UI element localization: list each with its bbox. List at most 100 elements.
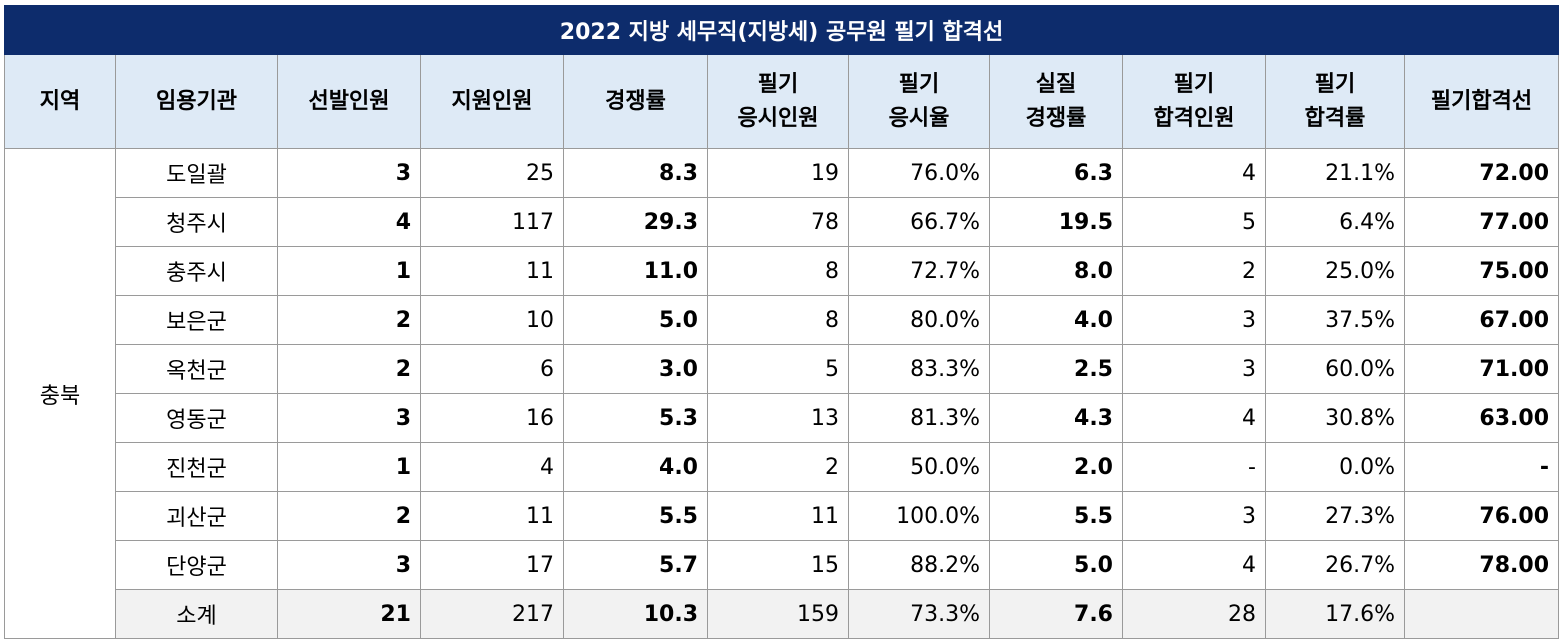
pass-line-table: 2022 지방 세무직(지방세) 공무원 필기 합격선 지역 임용기관 선발인원 지원… [3, 5, 1560, 639]
header-take-rate: 필기 응시율 [848, 54, 990, 149]
applicants-cell: 25 [420, 148, 564, 198]
selected-cell: 2 [277, 491, 421, 541]
agency-cell: 진천군 [115, 442, 278, 492]
cutoff-cell: 72.00 [1403, 148, 1560, 198]
passers-cell: 3 [1122, 295, 1266, 345]
ratio-cell: 5.0 [563, 295, 708, 345]
real-ratio-cell: 6.3 [989, 148, 1123, 198]
real-ratio-cell: 4.3 [989, 393, 1123, 443]
takers-cell: 5 [707, 344, 849, 394]
agency-cell: 도일괄 [115, 148, 278, 198]
selected-cell: 2 [277, 295, 421, 345]
ratio-cell: 29.3 [563, 197, 708, 247]
header-passers: 필기 합격인원 [1122, 54, 1266, 149]
selected-cell: 21 [277, 589, 421, 639]
table-row: 괴산군 2 11 5.5 11 100.0% 5.5 3 27.3% 76.00 [5, 491, 1560, 541]
selected-cell: 2 [277, 344, 421, 394]
takers-cell: 13 [707, 393, 849, 443]
table-row: 영동군 3 16 5.3 13 81.3% 4.3 4 30.8% 63.00 [5, 393, 1560, 443]
takers-cell: 8 [707, 295, 849, 345]
passers-cell: 2 [1122, 246, 1266, 296]
selected-cell: 1 [277, 442, 421, 492]
real-ratio-cell: 7.6 [989, 589, 1123, 639]
agency-cell: 보은군 [115, 295, 278, 345]
table-body: 충북 도일괄 3 25 8.3 19 76.0% 6.3 4 21.1% 72.00 청주시 4 117 2… [4, 148, 1560, 639]
cutoff-cell: 63.00 [1403, 393, 1560, 443]
pass-rate-cell: 17.6% [1265, 589, 1405, 639]
header-region: 지역 [4, 54, 116, 149]
table-title: 2022 지방 세무직(지방세) 공무원 필기 합격선 [3, 5, 1560, 55]
take-rate-cell: 76.0% [848, 148, 990, 198]
take-rate-cell: 88.2% [848, 540, 990, 590]
take-rate-cell: 66.7% [848, 197, 990, 247]
take-rate-cell: 83.3% [848, 344, 990, 394]
pass-rate-cell: 0.0% [1265, 442, 1405, 492]
header-cutoff: 필기합격선 [1403, 54, 1560, 149]
applicants-cell: 11 [420, 246, 564, 296]
region-cell: 충북 [4, 148, 116, 639]
take-rate-cell: 50.0% [848, 442, 990, 492]
real-ratio-cell: 2.5 [989, 344, 1123, 394]
real-ratio-cell: 8.0 [989, 246, 1123, 296]
table-row: 단양군 3 17 5.7 15 88.2% 5.0 4 26.7% 78.00 [5, 540, 1560, 590]
take-rate-cell: 80.0% [848, 295, 990, 345]
pass-rate-cell: 6.4% [1265, 197, 1405, 247]
agency-cell: 영동군 [115, 393, 278, 443]
agency-cell: 옥천군 [115, 344, 278, 394]
header-agency: 임용기관 [115, 54, 278, 149]
applicants-cell: 10 [420, 295, 564, 345]
agency-cell: 충주시 [115, 246, 278, 296]
take-rate-cell: 72.7% [848, 246, 990, 296]
passers-cell: 4 [1122, 540, 1266, 590]
takers-cell: 15 [707, 540, 849, 590]
real-ratio-cell: 2.0 [989, 442, 1123, 492]
ratio-cell: 3.0 [563, 344, 708, 394]
pass-rate-cell: 37.5% [1265, 295, 1405, 345]
passers-cell: 28 [1122, 589, 1266, 639]
table-row: 보은군 2 10 5.0 8 80.0% 4.0 3 37.5% 67.00 [5, 295, 1560, 345]
header-selected: 선발인원 [277, 54, 421, 149]
takers-cell: 8 [707, 246, 849, 296]
ratio-cell: 5.3 [563, 393, 708, 443]
header-row: 지역 임용기관 선발인원 지원인원 경쟁률 필기 응시인원 필기 응시율 실질 경쟁률 필기 합격인원 필… [4, 54, 1560, 149]
take-rate-cell: 100.0% [848, 491, 990, 541]
cutoff-cell: 75.00 [1403, 246, 1560, 296]
header-takers: 필기 응시인원 [707, 54, 849, 149]
applicants-cell: 11 [420, 491, 564, 541]
pass-rate-cell: 60.0% [1265, 344, 1405, 394]
table-row: 충북 도일괄 3 25 8.3 19 76.0% 6.3 4 21.1% 72.00 [4, 148, 1560, 639]
takers-cell: 11 [707, 491, 849, 541]
real-ratio-cell: 5.5 [989, 491, 1123, 541]
takers-cell: 78 [707, 197, 849, 247]
cutoff-cell: 76.00 [1403, 491, 1560, 541]
takers-cell: 2 [707, 442, 849, 492]
cutoff-cell: 67.00 [1403, 295, 1560, 345]
cutoff-cell [1403, 589, 1560, 639]
passers-cell: 3 [1122, 344, 1266, 394]
selected-cell: 3 [277, 393, 421, 443]
cutoff-cell: - [1403, 442, 1560, 492]
applicants-cell: 217 [420, 589, 564, 639]
take-rate-cell: 73.3% [848, 589, 990, 639]
ratio-cell: 10.3 [563, 589, 708, 639]
table-row: 청주시 4 117 29.3 78 66.7% 19.5 5 6.4% 77.00 [5, 197, 1560, 247]
pass-rate-cell: 30.8% [1265, 393, 1405, 443]
pass-rate-cell: 25.0% [1265, 246, 1405, 296]
real-ratio-cell: 4.0 [989, 295, 1123, 345]
passers-cell: - [1122, 442, 1266, 492]
real-ratio-cell: 19.5 [989, 197, 1123, 247]
header-real-ratio: 실질 경쟁률 [989, 54, 1123, 149]
cutoff-cell: 77.00 [1403, 197, 1560, 247]
total-row: 소계 21 217 10.3 159 73.3% 7.6 28 17.6% [5, 589, 1560, 639]
takers-cell: 159 [707, 589, 849, 639]
applicants-cell: 16 [420, 393, 564, 443]
ratio-cell: 4.0 [563, 442, 708, 492]
selected-cell: 1 [277, 246, 421, 296]
selected-cell: 3 [277, 540, 421, 590]
header-ratio: 경쟁률 [563, 54, 708, 149]
pass-rate-cell: 27.3% [1265, 491, 1405, 541]
applicants-cell: 4 [420, 442, 564, 492]
pass-rate-cell: 26.7% [1265, 540, 1405, 590]
ratio-cell: 11.0 [563, 246, 708, 296]
agency-cell: 괴산군 [115, 491, 278, 541]
